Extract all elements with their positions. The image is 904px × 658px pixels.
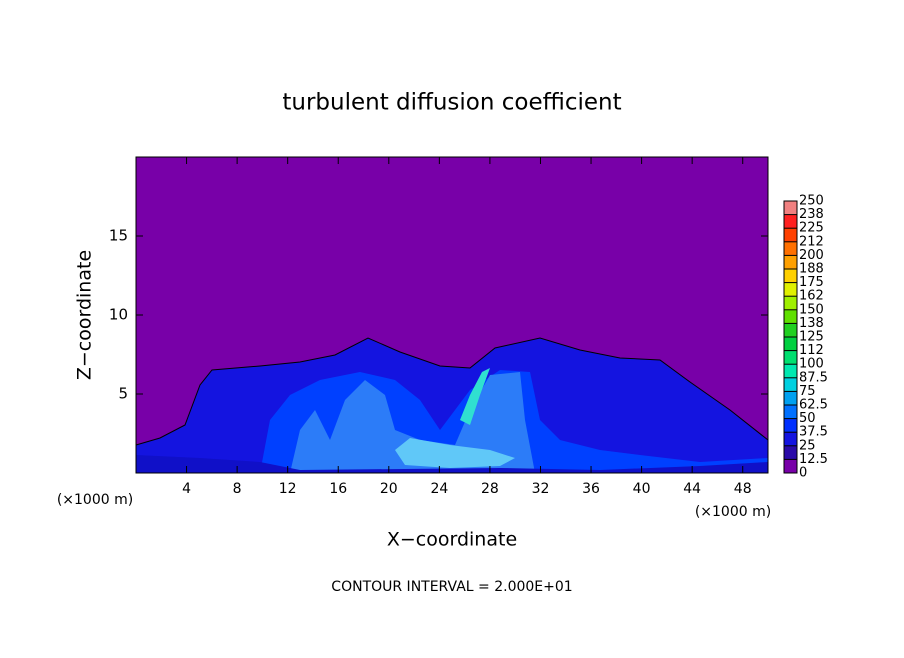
- colorbar-band: [784, 241, 797, 256]
- x-tick-label: 32: [532, 481, 550, 497]
- axes: 4 8 12 16 20 24 28 32 36 40 44 4851015012.52537.550…: [109, 157, 828, 497]
- chart-title: turbulent diffusion coefficient: [282, 90, 621, 116]
- colorbar-label: 0: [799, 466, 807, 481]
- x-tick-label: 4: [182, 481, 191, 497]
- y-tick-label: 10: [109, 306, 128, 324]
- x-tick-label: 8: [233, 481, 242, 497]
- x-unit: (×1000 m): [695, 504, 771, 520]
- colorbar-label: 37.5: [799, 425, 828, 440]
- colorbar-label: 150: [799, 302, 824, 317]
- layer-patch: [290, 372, 535, 473]
- colorbar-band: [784, 432, 797, 446]
- x-tick-label: 44: [683, 481, 701, 497]
- colorbar-band: [784, 445, 797, 460]
- colorbar-label: 100: [799, 357, 824, 372]
- x-tick-label: 24: [430, 481, 448, 497]
- colorbar-band: [784, 296, 797, 310]
- y-unit: (×1000 m): [57, 492, 133, 508]
- colorbar-band: [784, 228, 797, 242]
- colorbar-band: [784, 269, 797, 283]
- colorbar-band: [784, 214, 797, 229]
- x-tick-label: 28: [481, 481, 499, 497]
- colorbar-label: 12.5: [799, 452, 828, 467]
- colorbar-label: 250: [799, 194, 824, 209]
- colorbar-label: 62.5: [799, 398, 828, 413]
- colorbar-band: [784, 337, 797, 351]
- colorbar-label: 75: [799, 384, 816, 399]
- colorbar-band: [784, 323, 797, 337]
- x-tick-label: 36: [582, 481, 600, 497]
- colorbar-label: 225: [799, 221, 824, 236]
- colorbar-band: [784, 309, 797, 324]
- colorbar-label: 162: [799, 289, 824, 304]
- colorbar-band: [784, 201, 797, 215]
- colorbar-band: [784, 282, 797, 297]
- colorbar-label: 87.5: [799, 370, 828, 385]
- colorbar-band: [784, 377, 797, 392]
- layer-patch: [136, 455, 768, 473]
- colorbar-label: 112: [799, 343, 824, 358]
- footnote: CONTOUR INTERVAL = 2.000E+01: [331, 579, 572, 595]
- colorbar-label: 238: [799, 207, 824, 222]
- layer-patch: [460, 368, 490, 425]
- x-tick-label: 40: [633, 481, 651, 497]
- x-axis-label: X−coordinate: [387, 529, 517, 551]
- colorbar-label: 125: [799, 330, 824, 345]
- colorbar-band: [784, 405, 797, 419]
- x-tick-label: 48: [734, 481, 752, 497]
- colorbar-band: [784, 418, 797, 433]
- colorbar-label: 188: [799, 262, 824, 277]
- colorbar-label: 212: [799, 234, 824, 249]
- colorbar-label: 175: [799, 275, 824, 290]
- y-tick-label: 15: [109, 227, 128, 245]
- x-tick-label: 20: [380, 481, 398, 497]
- x-tick-label: 12: [279, 481, 297, 497]
- colorbar-band: [784, 364, 797, 378]
- colorbar-label: 200: [799, 248, 824, 263]
- colorbar-band: [784, 391, 797, 405]
- colorbar-label: 50: [799, 411, 816, 426]
- colorbar-band: [784, 459, 797, 473]
- colorbar-band: [784, 255, 797, 269]
- field-shapes: [135, 337, 769, 474]
- layer-patch: [395, 438, 515, 468]
- y-tick-label: 5: [118, 385, 128, 403]
- x-tick-label: 16: [329, 481, 347, 497]
- colorbar-band: [784, 350, 797, 365]
- y-axis-label: Z−coordinate: [74, 250, 96, 380]
- colorbar-label: 25: [799, 438, 816, 453]
- colorbar-label: 138: [799, 316, 824, 331]
